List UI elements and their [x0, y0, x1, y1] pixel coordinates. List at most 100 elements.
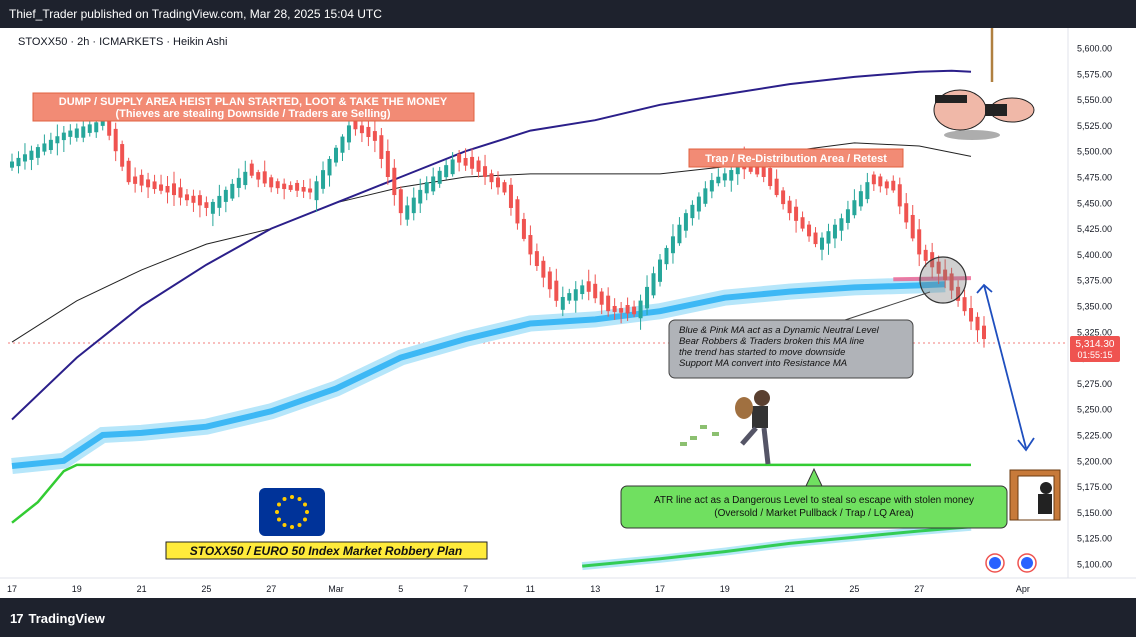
candle-body	[651, 273, 656, 296]
ma-note-line-2: Bear Robbers & Traders broken this MA li…	[679, 336, 864, 347]
door-thief-icon	[1009, 469, 1061, 521]
candle-body	[729, 170, 734, 181]
y-tick-label: 5,350.00	[1077, 302, 1112, 312]
candle-body	[223, 189, 228, 202]
candle-body	[645, 286, 650, 309]
x-tick-label: 27	[266, 584, 276, 594]
candle-body	[262, 171, 267, 184]
candle-body	[528, 235, 533, 255]
tradingview-logo-icon: 17	[10, 611, 24, 626]
candle-body	[327, 158, 332, 176]
candle-body	[35, 147, 40, 158]
candle-body	[878, 176, 883, 187]
candle-body	[42, 143, 47, 152]
candle-body	[696, 196, 701, 212]
candle-body	[133, 176, 138, 184]
y-tick-label: 5,600.00	[1077, 44, 1112, 54]
candle-body	[359, 125, 364, 134]
symbol-legend[interactable]: STOXX50 · 2h · ICMARKETS · Heikin Ashi	[18, 36, 228, 48]
candle-body	[68, 130, 73, 137]
candle-body	[210, 201, 215, 214]
candle-body	[470, 156, 475, 169]
y-tick-label: 5,525.00	[1077, 121, 1112, 131]
candle-body	[606, 295, 611, 312]
down-arrow	[976, 283, 1035, 452]
candle-body	[774, 178, 779, 196]
candle-body	[949, 273, 954, 291]
candle-body	[820, 237, 824, 250]
x-axis[interactable]: 17 19 21 25 27 Mar 5 7 11 13 17 19 21 25 27 Apr	[7, 584, 1030, 594]
candle-body	[353, 116, 358, 130]
countdown-label: 01:55:15	[1077, 350, 1112, 360]
candle-body	[424, 182, 429, 194]
candle-body	[146, 179, 151, 188]
plan-box	[165, 541, 488, 560]
candle-body	[159, 184, 164, 191]
candle-body	[126, 160, 131, 183]
candle-body	[217, 195, 222, 208]
candle-body	[826, 231, 831, 244]
y-tick-label: 5,275.00	[1077, 379, 1112, 389]
trap-annotation: Trap / Re-Distribution Area / Retest	[688, 148, 904, 168]
candle-body	[521, 218, 526, 239]
flag-star	[277, 517, 281, 522]
lower-green-line	[582, 525, 972, 568]
chart-frame[interactable]: 5,100.00 5,125.00 5,150.00 5,175.00 5,200.00…	[0, 28, 1136, 598]
candle-body	[664, 247, 669, 265]
candle-body	[865, 182, 870, 200]
candle-body	[87, 124, 92, 133]
flag-star	[303, 502, 307, 507]
candle-body	[334, 147, 338, 163]
candle-body	[781, 190, 786, 205]
candle-body	[29, 150, 34, 160]
y-tick-label: 5,100.00	[1077, 560, 1112, 570]
y-tick-label: 5,125.00	[1077, 534, 1112, 544]
candle-body	[794, 206, 799, 221]
candle-body	[113, 128, 118, 152]
candle-body	[593, 283, 598, 299]
ema-navy-line	[11, 69, 972, 421]
candle-body	[372, 131, 377, 141]
candle-body	[165, 185, 170, 193]
flag-star	[305, 510, 309, 514]
candle-body	[288, 185, 293, 190]
candle-body	[709, 180, 714, 192]
atr-note-line-2: (Oversold / Market Pullback / Trap / LQ …	[714, 508, 914, 519]
candle-body	[567, 293, 572, 301]
footer-bar: 17 TradingView	[0, 598, 1136, 637]
ma-note-box	[668, 319, 914, 379]
atr-note-box	[620, 485, 1008, 529]
price-chart[interactable]: 5,100.00 5,125.00 5,150.00 5,175.00 5,200.00…	[0, 28, 1136, 598]
eu-flag-icon	[259, 488, 325, 536]
alert-icons[interactable]	[985, 553, 1037, 573]
candle-body	[761, 167, 766, 177]
candle-body	[398, 189, 403, 214]
candle-body	[917, 229, 922, 255]
candle-body	[48, 139, 53, 151]
candle-body	[690, 204, 695, 219]
running-thief-icon	[680, 390, 771, 465]
tradingview-logo[interactable]: 17 TradingView	[10, 611, 105, 626]
y-axis[interactable]: 5,100.00 5,125.00 5,150.00 5,175.00 5,200.00…	[1077, 44, 1112, 570]
candle-body	[321, 170, 326, 189]
candle-body	[969, 308, 974, 322]
flag-star	[290, 525, 294, 529]
candle-body	[936, 261, 941, 274]
candle-body	[508, 184, 513, 208]
candle-body	[632, 306, 637, 315]
flag-star	[277, 502, 281, 507]
y-tick-label: 5,250.00	[1077, 405, 1112, 415]
candle-body	[107, 111, 112, 136]
candle-body	[314, 181, 319, 201]
ma-note-pointer	[844, 291, 931, 321]
candle-body	[884, 181, 889, 189]
candle-body	[81, 126, 86, 138]
candle-body	[943, 269, 948, 281]
dump-annotation: DUMP / SUPPLY AREA HEIST PLAN STARTED, L…	[32, 92, 475, 122]
candle-body	[502, 182, 507, 193]
x-tick-label: 5	[398, 584, 403, 594]
y-tick-label: 5,575.00	[1077, 69, 1112, 79]
flag-star	[282, 497, 287, 501]
atr-note-line-1: ATR line act as a Dangerous Level to ste…	[654, 495, 974, 506]
candle-body	[431, 176, 436, 192]
